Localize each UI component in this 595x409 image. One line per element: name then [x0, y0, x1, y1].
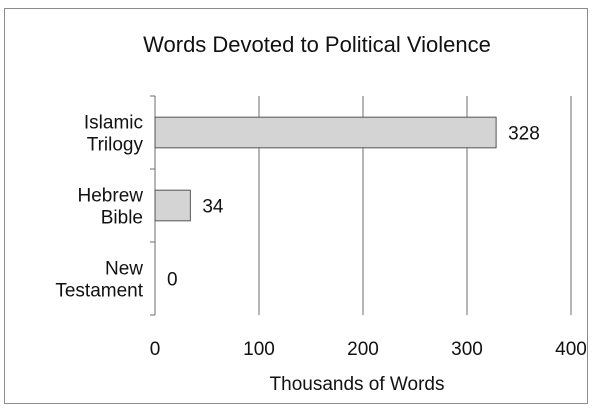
category-label-1-line-1: Bible [101, 208, 143, 229]
category-label-1-line-0: Hebrew [78, 186, 144, 207]
category-label-2-line-1: Testament [55, 281, 143, 302]
data-label-0: 328 [508, 124, 540, 145]
x-tick-label-300: 300 [451, 339, 483, 360]
data-label-2: 0 [167, 270, 178, 291]
x-tick-label-0: 0 [150, 339, 161, 360]
bar-1 [154, 189, 191, 222]
x-tick-label-100: 100 [243, 339, 275, 360]
category-label-0-line-1: Trilogy [87, 135, 144, 156]
x-tick-label-400: 400 [555, 339, 587, 360]
category-label-0-line-0: Islamic [84, 113, 143, 134]
chart-title: Words Devoted to Political Violence [143, 32, 491, 57]
category-label-2-line-0: New [105, 259, 143, 280]
x-tick-label-200: 200 [347, 339, 379, 360]
chart-frame [4, 8, 588, 404]
data-label-1: 34 [202, 197, 224, 218]
bar-layer [154, 116, 497, 222]
x-axis-title: Thousands of Words [270, 374, 445, 395]
bar-0 [154, 116, 497, 149]
